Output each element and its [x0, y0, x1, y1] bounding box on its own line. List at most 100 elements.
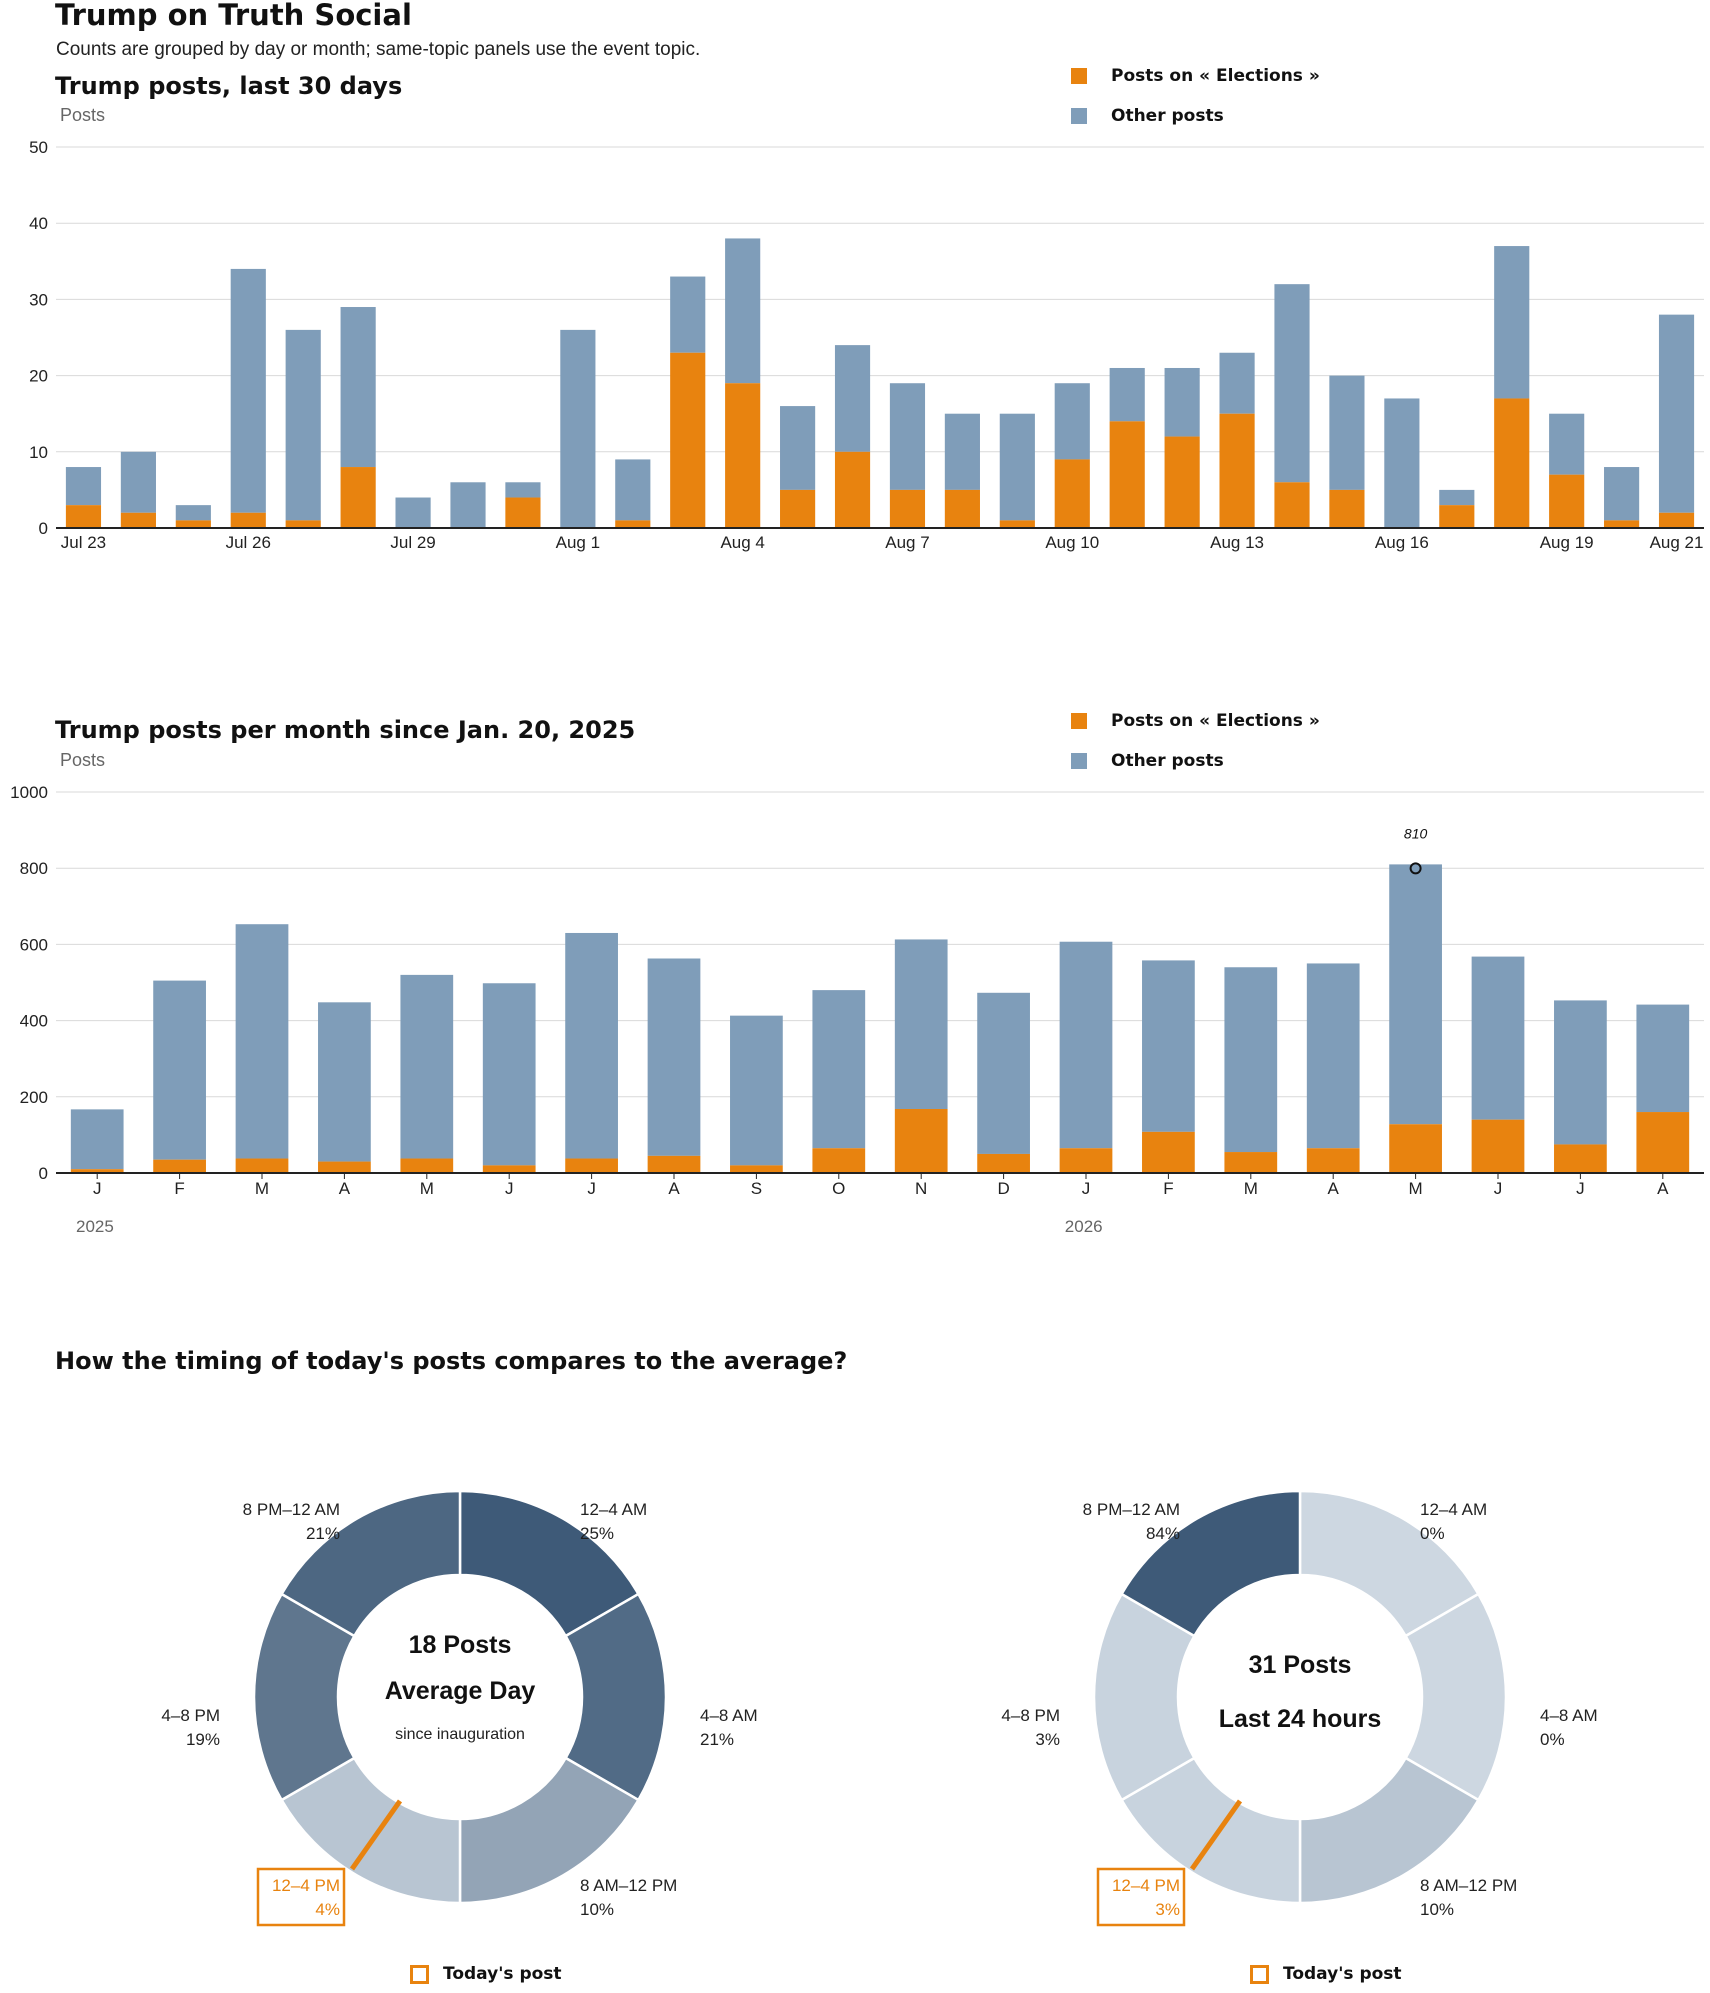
bar-other: [1636, 1004, 1690, 1113]
bar-other: [889, 383, 926, 490]
slice-pct: 3%: [1155, 1900, 1180, 1919]
slice-label: 4–8 PM: [161, 1706, 220, 1725]
bar-other: [1658, 314, 1695, 513]
donut-center-text: 18 Posts: [409, 1631, 512, 1659]
bar-other: [1439, 489, 1475, 506]
today-post-swatch-2: [1250, 1964, 1269, 1984]
bar-other: [1274, 284, 1310, 483]
today-post-marker: [1189, 1799, 1243, 1871]
donut-slice: [1298, 1489, 1481, 1638]
x-tick-label: A: [668, 1179, 680, 1198]
bar-topic: [65, 505, 102, 528]
y-tick-label: 600: [20, 935, 48, 954]
donut1-legend: Today's post: [410, 1964, 562, 1984]
bar-topic: [670, 352, 706, 528]
x-tick-label: Aug 19: [1540, 533, 1594, 552]
bar-other: [1389, 864, 1442, 1125]
bar-other: [565, 932, 618, 1159]
donut-slice: [252, 1592, 357, 1802]
slice-pct: 0%: [1540, 1730, 1565, 1749]
slice-label: 8 AM–12 PM: [580, 1876, 677, 1895]
peak-label: 810: [1404, 825, 1428, 841]
slice-label: 8 AM–12 PM: [1420, 1876, 1517, 1895]
y-tick-label: 20: [29, 367, 48, 386]
donuts-svg: 12–4 AM 25% 4–8 AM 21% 8 AM–12 PM 10% 12–4 PM 4…: [161, 1489, 1598, 1927]
bar-topic: [834, 451, 871, 528]
bar-topic: [780, 489, 816, 528]
bar-other: [340, 307, 376, 468]
bar-other: [894, 939, 948, 1109]
bar-topic: [1471, 1119, 1525, 1173]
slice-label: 8 PM–12 AM: [1083, 1500, 1180, 1519]
chart1-legend-topic: Posts on « Elections »: [1071, 66, 1320, 86]
bar-other: [1109, 367, 1145, 422]
y-tick-label: 800: [20, 859, 48, 878]
x-tick-label: Aug 1: [556, 533, 600, 552]
bar-topic: [1224, 1152, 1278, 1173]
x-tick-label: Aug 4: [720, 533, 764, 552]
donut-slice: [563, 1592, 668, 1802]
bar-topic: [1219, 413, 1255, 528]
bar-other: [725, 238, 761, 384]
bar-other: [120, 451, 156, 513]
bar-topic: [1549, 474, 1585, 528]
bar-other: [70, 1109, 124, 1170]
bar-topic: [1658, 512, 1695, 528]
bar-topic: [175, 520, 211, 528]
year-label: 2025: [76, 1217, 114, 1236]
bar-topic: [120, 512, 156, 528]
chart1-legend-other: Other posts: [1071, 106, 1224, 126]
bar-topic: [1636, 1112, 1690, 1173]
x-tick-label: Aug 10: [1045, 533, 1099, 552]
legend-label-other-2: Other posts: [1111, 751, 1224, 771]
year-label: 2026: [1065, 1217, 1103, 1236]
x-tick-label: J: [1494, 1179, 1503, 1198]
peak-marker: [1409, 862, 1422, 875]
slice-label: 8 PM–12 AM: [243, 1500, 340, 1519]
donut-slice: [1119, 1756, 1302, 1905]
donut-slice: [279, 1489, 462, 1638]
donut2-legend-label: Today's post: [1283, 1964, 1402, 1984]
bar-other: [1384, 398, 1420, 528]
donut-center-sub: since inauguration: [395, 1726, 525, 1743]
bar-topic: [1329, 489, 1365, 528]
chart2-svg: 0 200 400 600 800 1000 J F M A M J J A S O N D J F M A M J J A 202…: [10, 783, 1704, 1236]
y-tick-label: 0: [39, 1164, 48, 1183]
donut-slice: [458, 1756, 641, 1905]
bar-topic: [647, 1155, 701, 1173]
bar-other: [1164, 367, 1200, 437]
slice-label: 12–4 PM: [272, 1876, 340, 1895]
page-title: Trump on Truth Social: [55, 0, 412, 32]
bar-topic: [1389, 1124, 1442, 1173]
bar-other: [560, 329, 596, 528]
x-tick-label: M: [420, 1179, 434, 1198]
legend-swatch-other-2: [1071, 753, 1087, 769]
legend-swatch-topic-2: [1071, 713, 1087, 729]
bar-topic: [230, 512, 266, 528]
bar-topic: [318, 1161, 371, 1173]
bar-other: [977, 992, 1030, 1154]
slice-pct: 4%: [315, 1900, 340, 1919]
bar-other: [395, 497, 431, 528]
x-tick-label: A: [339, 1179, 351, 1198]
bar-other: [1549, 413, 1585, 475]
slice-label: 12–4 PM: [1112, 1876, 1180, 1895]
slice-pct: 10%: [1420, 1900, 1454, 1919]
bar-topic: [1054, 459, 1090, 528]
bar-other: [235, 924, 289, 1159]
bar-topic: [615, 520, 651, 528]
donut1-legend-label: Today's post: [443, 1964, 562, 1984]
bar-other: [1471, 956, 1525, 1120]
chart2-ylabel: Posts: [60, 750, 106, 770]
x-tick-label: J: [505, 1179, 514, 1198]
x-tick-label: A: [1328, 1179, 1340, 1198]
bar-topic: [889, 489, 926, 528]
bar-topic: [1109, 421, 1145, 528]
donut-slice: [458, 1489, 641, 1638]
chart1-svg: 0 10 20 30 40 50 Jul 23 Jul 26 Jul 29 Aug 1 Aug 4 A…: [29, 138, 1704, 552]
donut-center-text: Last 24 hours: [1219, 1705, 1382, 1733]
bar-topic: [1274, 482, 1310, 528]
bar-topic: [70, 1169, 124, 1173]
bar-topic: [725, 383, 761, 528]
x-tick-label: J: [587, 1179, 596, 1198]
